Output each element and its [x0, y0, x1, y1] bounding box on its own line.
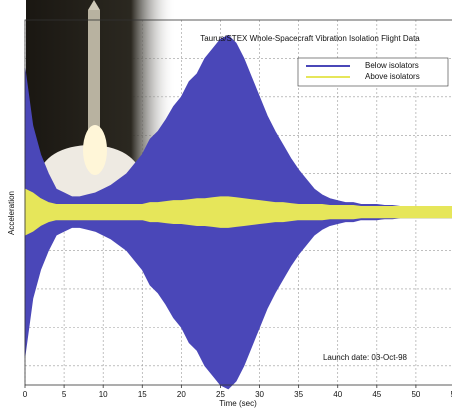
plot-frame	[24, 19, 452, 386]
area-upper	[24, 188, 452, 213]
annotation: Launch date: 03-Oct-98	[323, 353, 408, 362]
area-upper	[24, 34, 452, 213]
legend: Below isolators Above isolators	[297, 57, 449, 87]
x-tick-label: 15	[138, 390, 147, 399]
area-lower	[24, 211, 452, 390]
x-tick-label: 25	[216, 390, 225, 399]
area-lower	[24, 211, 452, 236]
x-tick-label: 55	[451, 390, 452, 399]
legend-label: Below isolators	[365, 61, 419, 70]
x-axis-label: Time (sec)	[219, 399, 257, 408]
x-tick-label: 45	[372, 390, 381, 399]
x-tick-label: 5	[62, 390, 67, 399]
legend-label: Above isolators	[365, 72, 420, 81]
x-tick-label: 30	[255, 390, 264, 399]
x-tick-label: 35	[294, 390, 303, 399]
x-tick-label: 10	[99, 390, 108, 399]
x-tick-label: 40	[333, 390, 342, 399]
x-tick-label: 0	[23, 390, 28, 399]
chart-title: Taurus/STEX Whole-Spacecraft Vibration I…	[200, 34, 420, 43]
x-tick-label: 50	[411, 390, 420, 399]
x-tick-label: 20	[177, 390, 186, 399]
y-axis-label: Acceleration	[7, 191, 16, 235]
